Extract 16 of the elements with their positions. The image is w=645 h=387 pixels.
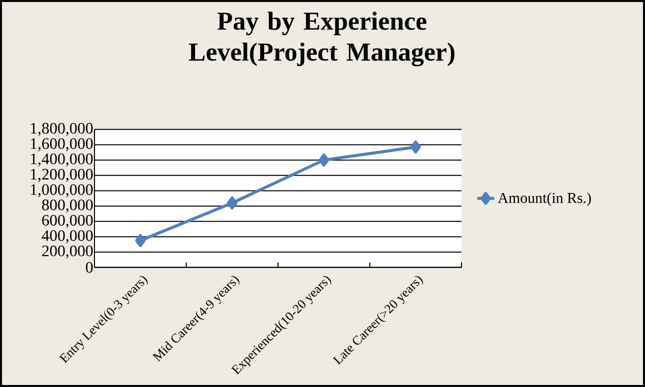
y-tick-label: 800,000 (42, 200, 93, 213)
y-tick-label: 600,000 (42, 214, 93, 228)
chart-title: Pay by Experience Level(Project Manager) (188, 12, 454, 66)
y-tick-label: 1,200,000 (30, 168, 93, 182)
y-tick-label: 1,400,000 (30, 154, 93, 167)
point (226, 196, 238, 210)
y-tick-label: 1,600,000 (30, 138, 93, 152)
y-tick-label: 1,000,000 (30, 184, 93, 198)
y-tick-label: 200,000 (42, 246, 93, 259)
point (318, 154, 330, 167)
y-tick-label: 0 (86, 262, 93, 273)
y-tick-label: 400,000 (42, 230, 93, 244)
legend-label: Amount(in Rs.) (498, 192, 591, 206)
y-tick-label: 1,800,000 (30, 122, 93, 136)
point (135, 234, 146, 248)
point (410, 140, 421, 154)
